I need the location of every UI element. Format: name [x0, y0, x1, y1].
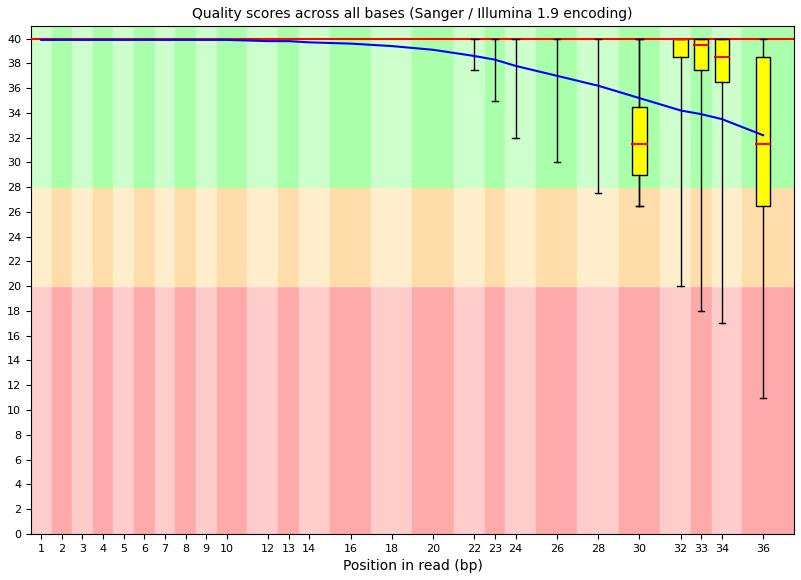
Bar — [485, 286, 505, 534]
Bar — [691, 187, 711, 286]
Bar — [618, 26, 660, 187]
Bar — [743, 187, 794, 286]
Bar — [72, 187, 93, 286]
Bar — [453, 26, 485, 187]
Bar — [330, 187, 371, 286]
Bar — [578, 26, 618, 187]
Bar — [413, 286, 453, 534]
Bar — [196, 286, 216, 534]
Bar — [51, 187, 72, 286]
Bar — [413, 26, 453, 187]
Bar — [134, 26, 155, 187]
Title: Quality scores across all bases (Sanger / Illumina 1.9 encoding): Quality scores across all bases (Sanger … — [192, 7, 633, 21]
Bar — [93, 187, 114, 286]
Bar — [93, 26, 114, 187]
Bar — [536, 26, 578, 187]
Bar — [216, 26, 248, 187]
Bar — [691, 26, 711, 187]
Bar — [216, 187, 248, 286]
Bar — [248, 26, 279, 187]
Bar — [453, 187, 485, 286]
Bar — [371, 187, 413, 286]
Bar — [505, 26, 536, 187]
Bar — [691, 286, 711, 534]
Bar — [72, 26, 93, 187]
Bar — [413, 187, 453, 286]
Bar — [299, 26, 330, 187]
Bar — [371, 286, 413, 534]
Bar — [31, 187, 51, 286]
Bar — [72, 286, 93, 534]
Bar — [51, 26, 72, 187]
Bar — [618, 187, 660, 286]
Bar — [31, 286, 51, 534]
Bar — [711, 286, 743, 534]
Bar — [155, 26, 175, 187]
Bar — [536, 187, 578, 286]
Bar — [279, 26, 299, 187]
Bar — [694, 39, 708, 70]
Bar — [51, 286, 72, 534]
Bar — [248, 286, 279, 534]
X-axis label: Position in read (bp): Position in read (bp) — [343, 559, 482, 573]
Bar — [660, 286, 691, 534]
Bar — [330, 26, 371, 187]
Bar — [674, 39, 688, 57]
Bar — [134, 286, 155, 534]
Bar — [114, 286, 134, 534]
Bar — [330, 286, 371, 534]
Bar — [618, 286, 660, 534]
Bar — [155, 187, 175, 286]
Bar — [485, 26, 505, 187]
Bar — [743, 26, 794, 187]
Bar — [756, 57, 771, 206]
Bar — [711, 26, 743, 187]
Bar — [216, 286, 248, 534]
Bar — [31, 26, 51, 187]
Bar — [134, 187, 155, 286]
Bar — [505, 286, 536, 534]
Bar — [175, 286, 196, 534]
Bar — [660, 187, 691, 286]
Bar — [155, 286, 175, 534]
Bar — [196, 26, 216, 187]
Bar — [660, 26, 691, 187]
Bar — [505, 187, 536, 286]
Bar — [93, 286, 114, 534]
Bar — [632, 107, 646, 175]
Bar — [279, 286, 299, 534]
Bar — [371, 26, 413, 187]
Bar — [114, 187, 134, 286]
Bar — [578, 286, 618, 534]
Bar — [536, 286, 578, 534]
Bar — [175, 26, 196, 187]
Bar — [711, 187, 743, 286]
Bar — [175, 187, 196, 286]
Bar — [299, 286, 330, 534]
Bar — [578, 187, 618, 286]
Bar — [248, 187, 279, 286]
Bar — [714, 39, 729, 82]
Bar — [453, 286, 485, 534]
Bar — [485, 187, 505, 286]
Bar — [743, 286, 794, 534]
Bar — [196, 187, 216, 286]
Bar — [299, 187, 330, 286]
Bar — [114, 26, 134, 187]
Bar — [279, 187, 299, 286]
